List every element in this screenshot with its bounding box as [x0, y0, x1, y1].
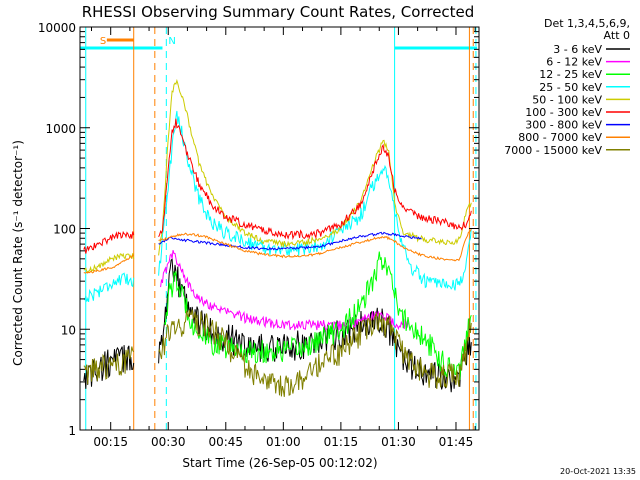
legend-label-6: 300 - 800 keV — [525, 119, 602, 132]
legend-label-4: 50 - 100 keV — [532, 93, 602, 106]
footer-timestamp: 20-Oct-2021 13:35 — [560, 467, 636, 476]
legend-label-2: 12 - 25 keV — [539, 68, 602, 81]
x-tick-label-0: 00:15 — [93, 435, 128, 449]
series-line-8 — [83, 309, 472, 397]
series-line-2 — [163, 251, 472, 381]
flag-label-n: N — [168, 36, 175, 47]
series-group — [83, 78, 472, 397]
chart-title: RHESSI Observing Summary Count Rates, Co… — [82, 3, 475, 21]
legend-label-0: 3 - 6 keV — [553, 43, 602, 56]
legend-label-5: 100 - 300 keV — [525, 106, 602, 119]
y-tick-label-4: 10000 — [38, 21, 76, 35]
series-line-5 — [83, 118, 472, 254]
x-tick-label-5: 01:30 — [381, 435, 416, 449]
y-axis-label: Corrected Count Rate (s⁻¹ detector⁻¹) — [11, 140, 25, 366]
legend-label-3: 25 - 50 keV — [539, 81, 602, 94]
x-tick-label-4: 01:15 — [324, 435, 359, 449]
y-tick-label-3: 1000 — [45, 122, 76, 136]
x-tick-label-6: 01:45 — [439, 435, 474, 449]
legend-label-8: 7000 - 15000 keV — [504, 144, 602, 157]
legend-header-line-1: Det 1,3,4,5,6,9, — [544, 17, 630, 30]
legend-label-1: 6 - 12 keV — [546, 56, 602, 69]
series-line-1 — [160, 250, 409, 331]
y-tick-label-2: 100 — [53, 223, 76, 237]
series-line-6 — [158, 231, 422, 251]
legend-header-line-2: Att 0 — [604, 29, 630, 42]
x-tick-label-1: 00:30 — [151, 435, 186, 449]
flag-label-s: S — [100, 36, 106, 47]
x-tick-label-3: 01:00 — [266, 435, 301, 449]
axes: 00:15 00:30 00:45 01:00 01:15 01:30 01:45 1 10 10… — [38, 21, 480, 449]
y-tick-label-0: 1 — [68, 424, 76, 438]
legend-label-7: 800 - 7000 keV — [518, 131, 602, 144]
series-line-7 — [83, 228, 472, 274]
series-line-3 — [83, 110, 472, 303]
x-axis-label: Start Time (26-Sep-05 00:12:02) — [182, 456, 377, 470]
x-tick-label-2: 00:45 — [208, 435, 243, 449]
y-tick-label-1: 10 — [61, 323, 76, 337]
